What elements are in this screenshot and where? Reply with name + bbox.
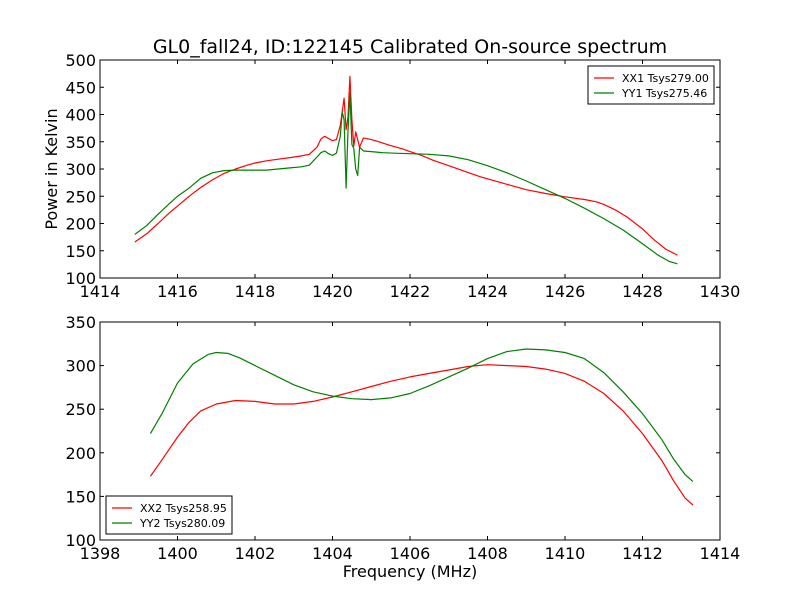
y-tick-label: 300	[65, 357, 96, 376]
y-tick-label: 200	[65, 444, 96, 463]
x-tick-label: 1424	[467, 282, 508, 301]
series-line-xx	[149, 364, 694, 506]
y-tick-label: 150	[65, 487, 96, 506]
x-tick-label: 1414	[700, 544, 741, 563]
y-tick-label: 450	[65, 78, 96, 97]
x-tick-label: 1420	[312, 282, 353, 301]
x-tick-label: 1398	[80, 544, 121, 563]
legend-box	[587, 65, 715, 105]
x-tick-label: 1404	[312, 544, 353, 563]
y-tick-label: 150	[65, 242, 96, 261]
x-tick-label: 1418	[235, 282, 276, 301]
y-tick-label: 200	[65, 215, 96, 234]
x-tick-label: 1410	[545, 544, 586, 563]
x-tick-label: 1402	[235, 544, 276, 563]
y-tick-label: 250	[65, 187, 96, 206]
y-tick-label: 400	[65, 106, 96, 125]
y-tick-label: 350	[65, 133, 96, 152]
y-tick-label: 350	[65, 313, 96, 332]
legend-entry-label: XX2 Tsys258.95	[140, 502, 227, 515]
x-tick-label: 1416	[157, 282, 198, 301]
legend-entry-label: XX1 Tsys279.00	[622, 72, 709, 85]
x-tick-label: 1426	[545, 282, 586, 301]
x-tick-label: 1412	[622, 544, 663, 563]
x-tick-label: 1408	[467, 544, 508, 563]
x-tick-label: 1400	[157, 544, 198, 563]
legend: XX2 Tsys258.95 YY2 Tsys280.09	[105, 495, 233, 535]
legend-entry-label: YY1 Tsys275.46	[621, 87, 707, 100]
x-tick-label: 1414	[80, 282, 121, 301]
series-line-yy	[149, 348, 694, 483]
x-tick-label: 1406	[390, 544, 431, 563]
y-tick-label: 500	[65, 51, 96, 70]
y-tick-label: 100	[65, 531, 96, 550]
x-tick-label: 1430	[700, 282, 741, 301]
x-axis-label: Frequency (MHz)	[343, 562, 477, 581]
legend-entry-label: YY2 Tsys280.09	[139, 517, 225, 530]
top-panel: 1414 1416 1418 1420 1422 1424 1426 1428 1430 100 1…	[42, 51, 740, 301]
figure-title: GL0_fall24, ID:122145 Calibrated On-sour…	[153, 36, 667, 58]
x-tick-label: 1422	[390, 282, 431, 301]
y-tick-label: 250	[65, 400, 96, 419]
bottom-panel: 1398 1400 1402 1404 1406 1408 1410 1412 1414 100 1…	[65, 313, 740, 581]
y-axis-label: Power in Kelvin	[42, 108, 61, 229]
legend-box	[105, 495, 233, 535]
x-tick-label: 1428	[622, 282, 663, 301]
legend: XX1 Tsys279.00 YY1 Tsys275.46	[587, 65, 715, 105]
y-tick-label: 100	[65, 269, 96, 288]
y-tick-label: 300	[65, 160, 96, 179]
series-line-yy	[134, 92, 678, 265]
